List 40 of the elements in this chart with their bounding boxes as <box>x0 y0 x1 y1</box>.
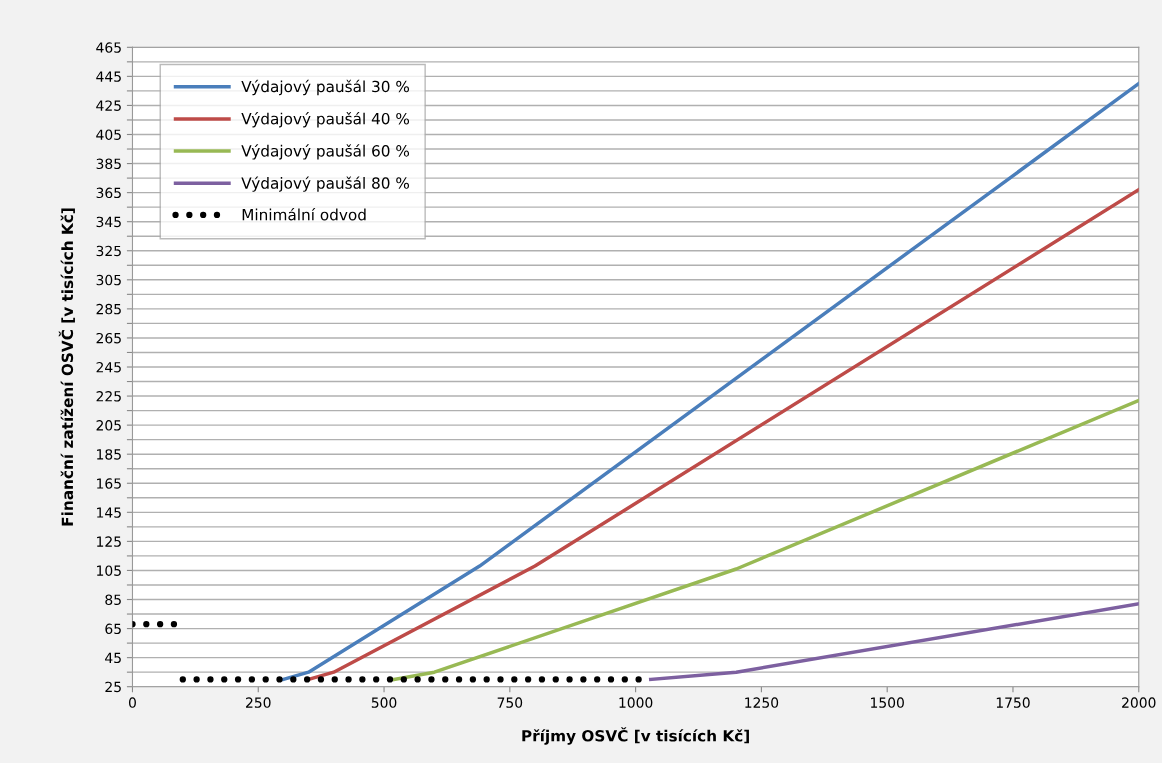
y-tick-label: 285 <box>96 303 121 315</box>
x-tick-label: 0 <box>128 697 136 708</box>
y-tick-label: 265 <box>96 332 121 344</box>
legend-label: Výdajový paušál 40 % <box>241 112 410 128</box>
x-tick-label: 250 <box>246 697 271 708</box>
x-tick-label: 1000 <box>619 697 653 708</box>
y-tick-label: 105 <box>97 565 121 576</box>
y-tick-label: 185 <box>97 449 121 460</box>
y-tick-label: 245 <box>96 361 121 373</box>
y-tick-label: 85 <box>105 594 121 605</box>
legend-label: Výdajový paušál 30 % <box>241 79 410 96</box>
y-tick-label: 365 <box>96 187 121 199</box>
x-axis-title: Příjmy OSVČ [v tisících Kč] <box>522 727 749 745</box>
x-tick-label: 2000 <box>1122 697 1156 708</box>
x-tick-label: 500 <box>371 697 397 708</box>
legend-label: Výdajový paušál 60 % <box>241 144 410 160</box>
x-tick-label: 750 <box>497 697 523 708</box>
x-tick-label: 1500 <box>871 697 904 708</box>
y-tick-label: 125 <box>97 536 121 547</box>
y-tick-label: 65 <box>105 623 121 635</box>
y-tick-label: 325 <box>96 245 121 257</box>
y-tick-label: 445 <box>96 71 121 82</box>
x-tick-label: 1250 <box>745 697 779 708</box>
y-tick-label: 465 <box>96 42 121 53</box>
x-tick-label: 1750 <box>996 697 1030 708</box>
legend-label: Minimální odvod <box>242 208 366 221</box>
y-tick-label: 345 <box>96 216 121 228</box>
y-tick-label: 425 <box>96 100 121 111</box>
legend-label: Výdajový paušál 80 % <box>241 176 410 192</box>
y-tick-label: 165 <box>97 478 121 489</box>
y-tick-label: 385 <box>96 158 121 170</box>
y-tick-label: 25 <box>105 681 121 693</box>
y-tick-label: 145 <box>97 507 121 518</box>
y-tick-label: 45 <box>105 652 121 664</box>
line-series <box>392 398 1139 682</box>
y-tick-label: 305 <box>96 274 121 286</box>
y-tick-label: 405 <box>96 129 121 140</box>
y-tick-label: 205 <box>96 420 121 431</box>
y-axis-title: Finanční zatížení OSVČ [v tisících Kč] <box>58 208 75 526</box>
y-tick-label: 225 <box>96 391 121 402</box>
